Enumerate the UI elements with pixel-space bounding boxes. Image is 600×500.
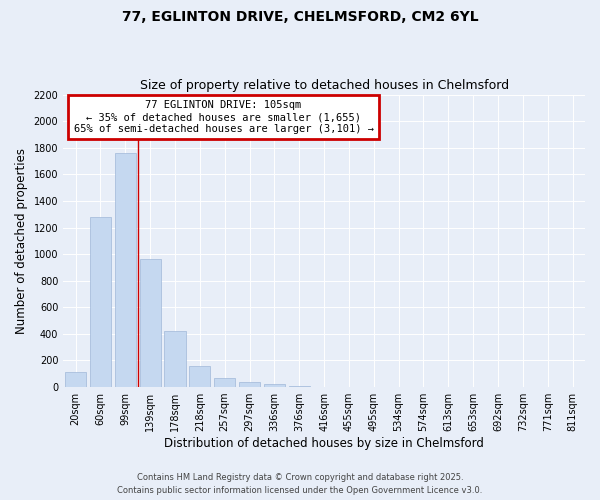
Text: 77, EGLINTON DRIVE, CHELMSFORD, CM2 6YL: 77, EGLINTON DRIVE, CHELMSFORD, CM2 6YL: [122, 10, 478, 24]
Bar: [65, 372, 86, 387]
Bar: [140, 260, 161, 387]
Title: Size of property relative to detached houses in Chelmsford: Size of property relative to detached ho…: [140, 79, 509, 92]
X-axis label: Distribution of detached houses by size in Chelmsford: Distribution of detached houses by size …: [164, 437, 484, 450]
Bar: [164, 331, 185, 387]
Text: 77 EGLINTON DRIVE: 105sqm
← 35% of detached houses are smaller (1,655)
65% of se: 77 EGLINTON DRIVE: 105sqm ← 35% of detac…: [74, 100, 374, 134]
Bar: [189, 366, 211, 387]
Bar: [289, 386, 310, 387]
Bar: [115, 153, 136, 387]
Bar: [239, 382, 260, 387]
Bar: [90, 217, 111, 387]
Y-axis label: Number of detached properties: Number of detached properties: [15, 148, 28, 334]
Text: Contains HM Land Registry data © Crown copyright and database right 2025.
Contai: Contains HM Land Registry data © Crown c…: [118, 474, 482, 495]
Bar: [214, 378, 235, 387]
Bar: [264, 384, 285, 387]
